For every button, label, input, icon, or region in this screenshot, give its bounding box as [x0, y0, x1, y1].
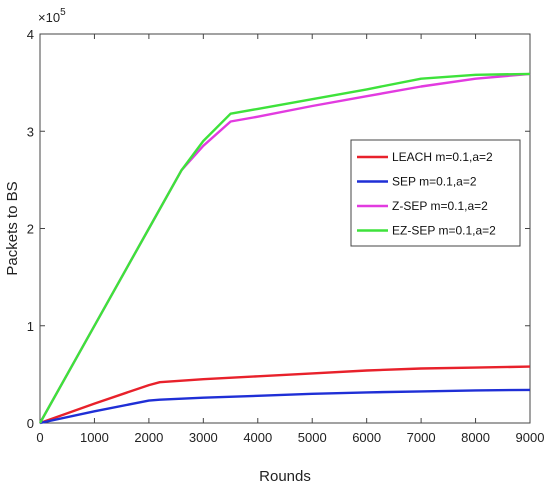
y-tick-label: 2: [27, 222, 34, 237]
x-ticks: 0 1000 2000 3000 4000 5000 6000 7000 8000 9000: [36, 34, 544, 445]
x-tick-label: 5000: [298, 430, 327, 445]
x-axis-label: Rounds: [259, 468, 311, 485]
x-tick-label: 1000: [80, 430, 109, 445]
x-tick-label: 0: [36, 430, 43, 445]
y-tick-label: 0: [27, 416, 34, 431]
y-tick-label: 3: [27, 124, 34, 139]
x-tick-label: 9000: [516, 430, 545, 445]
y-exponent-base: ×10: [38, 10, 60, 25]
y-exponent-label: ×105: [38, 7, 66, 25]
legend-label: SEP m=0.1,a=2: [392, 175, 477, 189]
series-line-3: [38, 72, 531, 424]
series-lines: [38, 72, 531, 425]
x-tick-label: 8000: [461, 430, 490, 445]
legend-label: LEACH m=0.1,a=2: [392, 150, 493, 164]
legend-label: Z-SEP m=0.1,a=2: [392, 199, 488, 213]
x-tick-label: 2000: [134, 430, 163, 445]
x-tick-label: 7000: [407, 430, 436, 445]
y-tick-label: 4: [27, 27, 34, 42]
series-line-1: [39, 388, 531, 425]
legend: LEACH m=0.1,a=2 SEP m=0.1,a=2 Z-SEP m=0.1,…: [350, 139, 521, 247]
series-line-0: [39, 365, 531, 425]
legend-label: EZ-SEP m=0.1,a=2: [392, 224, 496, 238]
y-tick-label: 1: [27, 319, 34, 334]
x-tick-label: 6000: [352, 430, 381, 445]
x-tick-label: 4000: [243, 430, 272, 445]
x-tick-label: 3000: [189, 430, 218, 445]
y-exponent-power: 5: [60, 7, 66, 18]
y-axis-label: Packets to BS: [4, 181, 21, 275]
